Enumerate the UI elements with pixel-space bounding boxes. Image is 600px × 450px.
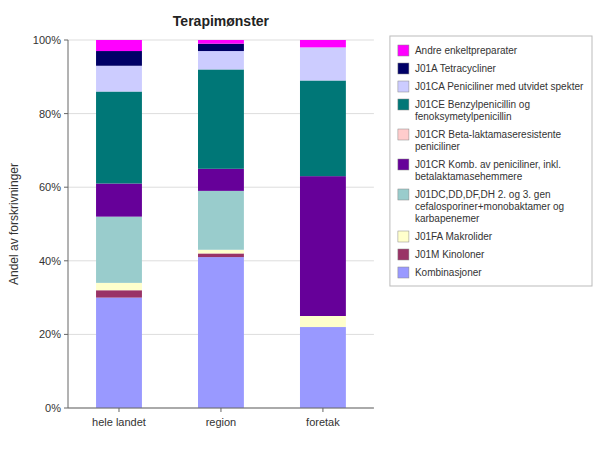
grid — [68, 40, 374, 408]
legend-entry: J01FA Makrolider — [415, 231, 493, 242]
legend-swatch — [398, 129, 409, 140]
legend-entry: J01M Kinoloner — [415, 249, 485, 260]
legend-entry-line: peniciliner — [415, 141, 461, 152]
y-tick-label: 0% — [45, 402, 61, 414]
y-tick-label: 40% — [39, 255, 61, 267]
bar-segment — [198, 169, 244, 191]
legend-swatch — [398, 249, 409, 260]
legend-entry: J01CR Komb. av peniciliner, inkl.betalak… — [415, 159, 561, 182]
bar-segment — [96, 217, 142, 283]
y-tick-label: 100% — [33, 34, 61, 46]
legend-entry-line: fenoksymetylpenicillin — [415, 111, 512, 122]
y-tick — [64, 40, 68, 41]
x-tick — [118, 408, 119, 412]
legend-entry-line: karbapenemer — [415, 213, 480, 224]
bar-segment — [300, 316, 346, 327]
bar-segment — [96, 66, 142, 92]
x-tick-label: hele landet — [92, 416, 146, 428]
y-tick-label: 60% — [39, 181, 61, 193]
legend-entry: Andre enkeltpreparater — [415, 45, 518, 56]
chart: Andre enkeltpreparater J01A Tetracycliner… — [0, 0, 600, 450]
title: Terapimønster — [173, 13, 270, 29]
legend-entry-line: J01CE Benzylpenicillin og — [415, 99, 530, 110]
y-axis: 0% 20% 40% 60% 80% 100% — [33, 34, 68, 414]
legend-entry-line: J01CR Beta-laktamaseresistente — [415, 129, 562, 140]
y-tick — [64, 260, 68, 261]
legend-swatch — [398, 99, 409, 110]
bar-segment — [198, 51, 244, 69]
legend-entry: J01CE Benzylpenicillin ogfenoksymetylpen… — [415, 99, 530, 122]
bar-segment — [96, 184, 142, 217]
legend-entry: J01CA Peniciliner med utvidet spekter — [415, 81, 584, 92]
bar-segment — [96, 283, 142, 290]
x-tick — [322, 408, 323, 412]
x-axis: hele landet region foretak — [92, 408, 340, 428]
y-tick-label: 20% — [39, 328, 61, 340]
legend-swatch — [398, 231, 409, 242]
bars — [96, 40, 346, 408]
bar-segment — [300, 176, 346, 316]
legend-entry-line: J01FA Makrolider — [415, 231, 493, 242]
x-tick-label: region — [206, 416, 237, 428]
bar-segment — [198, 69, 244, 168]
bar-segment — [300, 47, 346, 80]
bar-segment — [198, 250, 244, 254]
legend-entry: J01CR Beta-laktamaseresistentepeniciline… — [415, 129, 562, 152]
legend: Andre enkeltpreparater J01A Tetracycliner… — [390, 36, 592, 286]
legend-entry-line: J01A Tetracycliner — [415, 63, 497, 74]
bar-segment — [96, 40, 142, 51]
x-tick-label: foretak — [306, 416, 340, 428]
legend-entry-line: Andre enkeltpreparater — [415, 45, 518, 56]
legend-entry: J01A Tetracycliner — [415, 63, 497, 74]
y-tick — [64, 113, 68, 114]
bar-segment — [198, 40, 244, 44]
legend-entry-line: cefalosporiner+monobaktamer og — [415, 201, 564, 212]
y-tick — [64, 408, 68, 409]
bar-segment — [198, 257, 244, 408]
bar-segment — [198, 44, 244, 51]
y-tick — [64, 334, 68, 335]
legend-entry: J01DC,DD,DF,DH 2. og 3. gencefalosporine… — [415, 189, 564, 224]
y-tick-label: 80% — [39, 108, 61, 120]
legend-entry-line: betalaktamasehemmere — [415, 171, 523, 182]
bar-segment — [96, 51, 142, 66]
legend-entry-line: J01CA Peniciliner med utvidet spekter — [415, 81, 584, 92]
bar-segment — [300, 40, 346, 47]
legend-entry-line: J01M Kinoloner — [415, 249, 485, 260]
bar-segment — [300, 327, 346, 408]
legend-entry-line: Kombinasjoner — [415, 267, 482, 278]
legend-entry-line: J01DC,DD,DF,DH 2. og 3. gen — [415, 189, 551, 200]
legend-entry: Kombinasjoner — [415, 267, 482, 278]
legend-swatch — [398, 189, 409, 200]
bar-segment — [96, 92, 142, 184]
x-tick — [220, 408, 221, 412]
legend-swatch — [398, 159, 409, 170]
bar-segment — [198, 191, 244, 250]
bar-segment — [96, 290, 142, 297]
legend-swatch — [398, 267, 409, 278]
legend-swatch — [398, 81, 409, 92]
legend-entry-line: J01CR Komb. av peniciliner, inkl. — [415, 159, 561, 170]
y-axis-label: Andel av forskrivninger — [7, 163, 21, 285]
bar-segment — [96, 298, 142, 408]
bar-segment — [300, 80, 346, 176]
legend-swatch — [398, 63, 409, 74]
legend-swatch — [398, 45, 409, 56]
y-axis-line — [68, 40, 69, 408]
legend-frame — [390, 36, 592, 286]
bar-segment — [198, 253, 244, 257]
y-tick — [64, 187, 68, 188]
